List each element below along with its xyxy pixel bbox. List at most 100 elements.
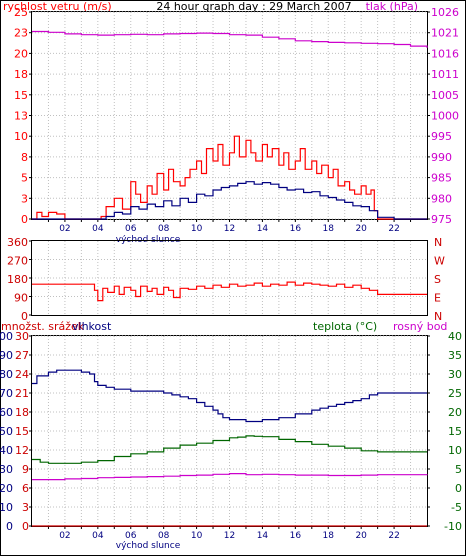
bottom-dew-label: rosný bod [393, 320, 447, 333]
top-y-left-label: 20 [14, 47, 28, 60]
top-y-left-label: 10 [14, 130, 28, 143]
top-y-right-label: 985 [431, 172, 452, 185]
top-title: 24 hour graph day : 29 March 2007 [156, 0, 351, 13]
bottom-x-axis: 02 04 06 08 10 12 14 16 18 20 22 [47, 526, 412, 541]
top-y-right-label: 980 [431, 192, 452, 205]
bottom-temp-tick: 40 [448, 330, 462, 343]
bottom-humidity-label: vlhkost [72, 320, 112, 333]
top-x-label: 04 [92, 224, 104, 234]
top-y-right-label: 995 [431, 130, 452, 143]
bottom-series [32, 369, 428, 527]
bottom-humidity-tick: 0 [6, 520, 13, 533]
bottom-grid [32, 335, 427, 527]
bottom-x-label: 04 [92, 531, 104, 541]
top-y-right-label: 1000 [431, 110, 459, 123]
bottom-temp-label: teplota (°C) [313, 320, 377, 333]
top-y-right-label: 975 [431, 213, 452, 226]
bottom-temp-tick: 30 [448, 368, 462, 381]
top-x-label: 16 [290, 224, 302, 234]
top-series-wind_gust [32, 135, 427, 220]
bottom-precip-tick: 30 [15, 330, 29, 343]
bottom-precip-tick: 0 [22, 520, 29, 533]
bottom-humidity-tick: 50 [0, 425, 13, 438]
bottom-x-label: 14 [257, 531, 269, 541]
top-y-left-label: 13 [14, 110, 28, 123]
top-x-label: 08 [158, 224, 170, 234]
top-y-left-axis: 25 23 20 18 15 13 10 8 5 3 0 [14, 6, 32, 226]
bottom-precip-tick: 9 [22, 463, 29, 476]
bottom-x-label: 08 [158, 531, 170, 541]
bottom-x-label: 12 [224, 531, 235, 541]
bottom-x-label: 02 [59, 531, 70, 541]
bottom-series-humidity [32, 369, 427, 423]
top-y-left-label: 3 [21, 192, 28, 205]
mid-y-left-label: 360 [7, 236, 28, 249]
mid-y-right-label: W [434, 255, 445, 268]
bottom-temp-tick: 0 [455, 482, 462, 495]
bottom-precip-tick: 6 [22, 482, 29, 495]
mid-y-right-label: N [434, 310, 442, 323]
mid-grid [32, 241, 427, 315]
bottom-humidity-tick: 70 [0, 387, 13, 400]
bottom-x-label: 16 [290, 531, 302, 541]
bottom-humidity-tick: 60 [0, 406, 13, 419]
mid-series-wind_direction [32, 281, 427, 302]
top-y-left-label: 15 [14, 89, 28, 102]
bottom-humidity-tick: 20 [0, 482, 13, 495]
bottom-humidity-tick: 100 [0, 330, 13, 343]
top-y-right-label: 1011 [431, 68, 459, 81]
bottom-temp-tick: -10 [444, 520, 462, 533]
top-x-label: 14 [257, 224, 269, 234]
bottom-precip-tick: 18 [15, 406, 29, 419]
bottom-temp-tick: 15 [448, 425, 462, 438]
top-y-left-label: 8 [21, 151, 28, 164]
mid-y-right-label: E [434, 292, 441, 305]
top-y-left-label: 23 [14, 27, 28, 40]
top-x-axis: 02 04 06 08 10 12 14 16 18 20 22 [47, 219, 412, 234]
bottom-humidity-tick: 80 [0, 368, 13, 381]
bottom-precip-label: množst. srážek [1, 320, 85, 333]
top-left-label: rychlost vetru (m/s) [3, 0, 112, 13]
top-right-label: tlak (hPa) [366, 0, 418, 13]
bottom-y-right-axis: 40 35 30 25 20 15 10 5 0 -5 -10 [427, 330, 462, 533]
mid-y-left-axis: 360 270 180 90 0 [7, 236, 32, 323]
top-y-left-label: 25 [14, 6, 28, 19]
bottom-precip-tick: 12 [15, 444, 29, 457]
top-series [32, 30, 428, 220]
top-y-left-label: 0 [21, 213, 28, 226]
top-x-label: 22 [388, 224, 399, 234]
top-x-label: 18 [323, 224, 335, 234]
bottom-temp-tick: 5 [455, 463, 462, 476]
bottom-x-label: 20 [355, 531, 367, 541]
mid-y-left-label: 0 [21, 310, 28, 323]
bottom-precip-tick: 21 [15, 387, 29, 400]
bottom-series-dewpoint [32, 473, 428, 481]
bottom-humidity-tick: 40 [0, 444, 13, 457]
bottom-temp-tick: 10 [448, 444, 462, 457]
top-x-label: 02 [59, 224, 70, 234]
top-y-right-label: 990 [431, 151, 452, 164]
top-y-right-axis: 1026 1021 1016 1011 1005 1000 995 990 985 980 975 [427, 6, 459, 226]
top-y-right-label: 1016 [431, 47, 459, 60]
bottom-temp-tick: 25 [448, 387, 462, 400]
top-y-left-label: 5 [21, 172, 28, 185]
bottom-precip-tick: 15 [15, 425, 29, 438]
bottom-humidity-tick: 30 [0, 463, 13, 476]
bottom-series-temperature [32, 435, 427, 464]
bottom-temp-tick: 35 [448, 349, 462, 362]
top-y-right-label: 1005 [431, 89, 459, 102]
bottom-x-label: 10 [191, 531, 203, 541]
top-series-wind_avg [32, 181, 427, 220]
bottom-temp-tick: 20 [448, 406, 462, 419]
mid-series [32, 281, 427, 302]
bottom-precip-tick: 3 [22, 501, 29, 514]
top-x-label: 20 [355, 224, 367, 234]
bottom-x-label: 06 [125, 531, 137, 541]
bottom-x-label: 18 [323, 531, 335, 541]
top-series-pressure [32, 30, 428, 48]
bottom-precip-tick: 24 [15, 368, 29, 381]
bottom-sunrise-label: východ slunce [116, 541, 181, 551]
top-y-right-label: 1026 [431, 6, 459, 19]
